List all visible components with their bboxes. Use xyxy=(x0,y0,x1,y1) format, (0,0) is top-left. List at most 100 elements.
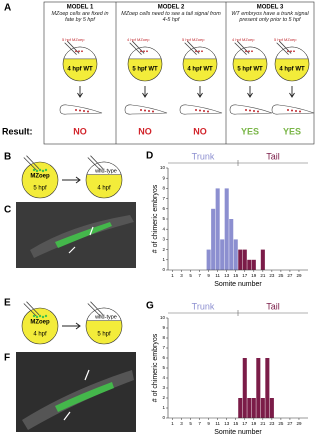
panel-label: E xyxy=(4,298,11,309)
y-tick-label: 8 xyxy=(162,186,165,191)
model-description: MZoep cells are fixed in fate by 5 hpf xyxy=(51,11,109,23)
host-label: 4 hpf WT xyxy=(187,67,213,73)
bar xyxy=(260,249,265,270)
labeled-cell xyxy=(203,110,205,112)
bar xyxy=(265,358,270,418)
larva xyxy=(229,104,273,115)
region-label: Tail xyxy=(266,301,280,311)
needle xyxy=(234,42,247,55)
bar xyxy=(211,208,216,270)
needle xyxy=(23,303,37,317)
x-tick-label: 3 xyxy=(180,421,183,426)
bar xyxy=(247,259,252,270)
bar xyxy=(206,249,211,270)
blastoderm xyxy=(128,46,162,60)
x-tick-label: 7 xyxy=(198,421,201,426)
blastoderm xyxy=(183,46,217,60)
donor-cell xyxy=(248,50,250,53)
bar xyxy=(247,398,252,418)
x-tick-label: 23 xyxy=(269,273,275,278)
host-label: 5 hpf WT xyxy=(237,67,263,73)
y-tick-label: 9 xyxy=(162,325,165,330)
arrow xyxy=(63,369,90,421)
y-tick-label: 0 xyxy=(162,267,165,272)
donor-cell xyxy=(293,50,295,53)
result: NO xyxy=(193,126,207,136)
x-tick-label: 9 xyxy=(207,273,210,278)
donor-cell xyxy=(32,314,36,318)
y-tick-label: 2 xyxy=(162,247,165,252)
blastoderm xyxy=(275,46,309,60)
arrow xyxy=(62,322,81,330)
bar xyxy=(215,188,220,270)
bar xyxy=(229,219,234,270)
panel-label: A xyxy=(4,3,11,14)
y-tick-label: 10 xyxy=(160,315,166,320)
host-label: wild-type xyxy=(94,314,117,320)
host-label: 5 hpf WT xyxy=(132,67,158,73)
x-tick-label: 25 xyxy=(278,273,284,278)
x-tick-label: 17 xyxy=(242,273,248,278)
bar xyxy=(256,358,261,418)
x-tick-label: 1 xyxy=(171,421,174,426)
labeled-cell xyxy=(148,110,150,112)
needle xyxy=(278,40,292,54)
embryo xyxy=(21,307,59,345)
needle xyxy=(26,155,40,170)
result-label: Result: xyxy=(2,126,33,136)
y-axis-label: # of chimeric embryos xyxy=(152,184,159,253)
needle xyxy=(64,42,77,55)
blastoderm xyxy=(233,46,267,60)
y-axis-label: # of chimeric embryos xyxy=(152,333,159,402)
donor-label: 4 hpf MZoep xyxy=(232,37,255,42)
larva xyxy=(124,104,168,115)
x-tick-label: 11 xyxy=(215,273,220,278)
x-tick-label: 13 xyxy=(224,421,230,426)
model-box xyxy=(43,1,315,145)
labeled-cell xyxy=(291,109,293,112)
x-tick-label: 29 xyxy=(296,273,302,278)
needle xyxy=(87,303,101,317)
x-tick-label: 11 xyxy=(215,421,220,426)
labeled-cell xyxy=(245,109,247,111)
y-tick-label: 6 xyxy=(162,355,165,360)
x-tick-label: 23 xyxy=(269,421,275,426)
x-tick-label: 27 xyxy=(287,421,293,426)
panel-label: F xyxy=(4,353,10,364)
labeled-cell xyxy=(83,110,85,112)
y-tick-label: 4 xyxy=(162,226,165,231)
y-tick-label: 9 xyxy=(162,175,165,180)
bar xyxy=(242,249,247,270)
x-tick-label: 15 xyxy=(233,273,239,278)
bar xyxy=(251,259,256,270)
bar xyxy=(238,398,243,418)
donor-cell xyxy=(44,314,48,318)
x-tick-label: 15 xyxy=(233,421,239,426)
donor-stage: 4 hpf xyxy=(33,332,47,338)
model-title: MODEL 2 xyxy=(158,5,185,11)
result: NO xyxy=(73,126,87,136)
needle xyxy=(186,40,200,54)
needle xyxy=(276,42,289,55)
needle xyxy=(90,155,104,170)
y-tick-label: 1 xyxy=(162,257,165,262)
donor-cell xyxy=(41,315,45,319)
blastoderm xyxy=(63,46,97,60)
donor-cell xyxy=(75,50,77,53)
y-tick-label: 6 xyxy=(162,206,165,211)
donor-cell xyxy=(35,315,39,319)
needle xyxy=(23,157,37,171)
y-tick-label: 3 xyxy=(162,237,165,242)
labeled-cell xyxy=(253,110,255,112)
donor-cell xyxy=(78,50,80,53)
x-tick-label: 21 xyxy=(260,273,266,278)
donor-cell xyxy=(32,168,36,172)
donor-label: 5 hpf MZoep xyxy=(182,37,205,42)
y-tick-label: 7 xyxy=(162,196,165,201)
labeled-cell xyxy=(79,109,81,112)
result: YES xyxy=(283,126,301,136)
y-tick-label: 4 xyxy=(162,375,165,380)
donor-cell xyxy=(195,50,197,53)
